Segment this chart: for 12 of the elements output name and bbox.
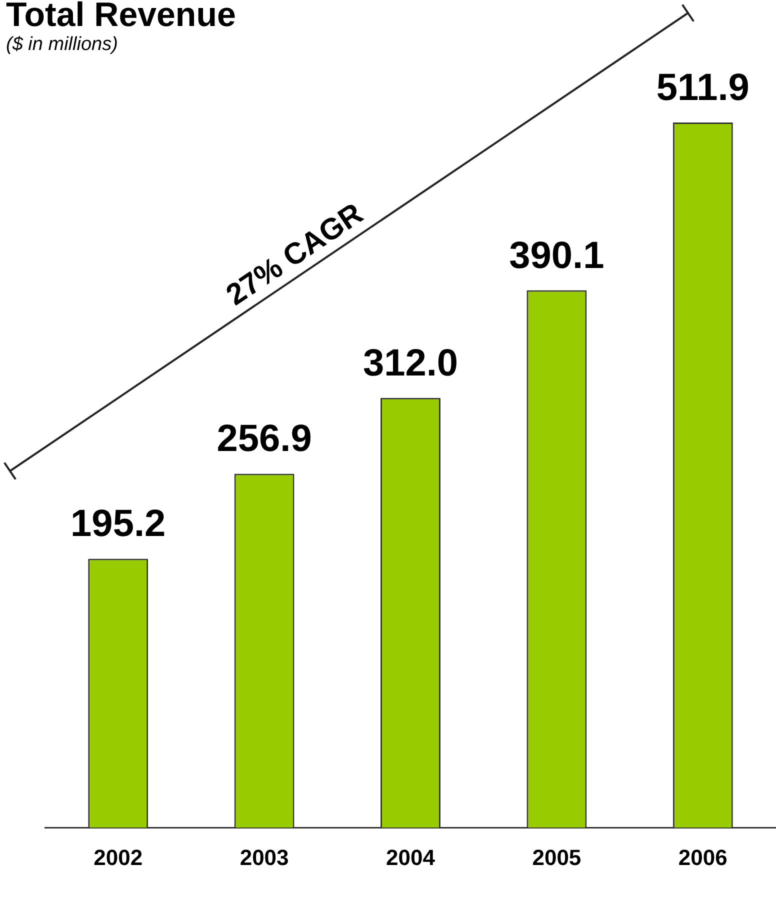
- x-tick-label: 2004: [386, 844, 436, 870]
- data-label: 390.1: [509, 234, 604, 277]
- data-label: 312.0: [362, 342, 458, 384]
- data-label: 511.9: [656, 66, 750, 109]
- chart-subtitle: ($ in millions): [6, 34, 118, 56]
- data-label: 256.9: [216, 418, 312, 460]
- x-tick-label: 2002: [94, 844, 143, 870]
- x-tick-label: 2003: [240, 844, 289, 870]
- x-tick-label: 2006: [678, 844, 728, 870]
- data-label: 195.2: [70, 503, 166, 546]
- x-tick-label: 2005: [532, 844, 582, 870]
- chart-title: Total Revenue: [6, 0, 236, 35]
